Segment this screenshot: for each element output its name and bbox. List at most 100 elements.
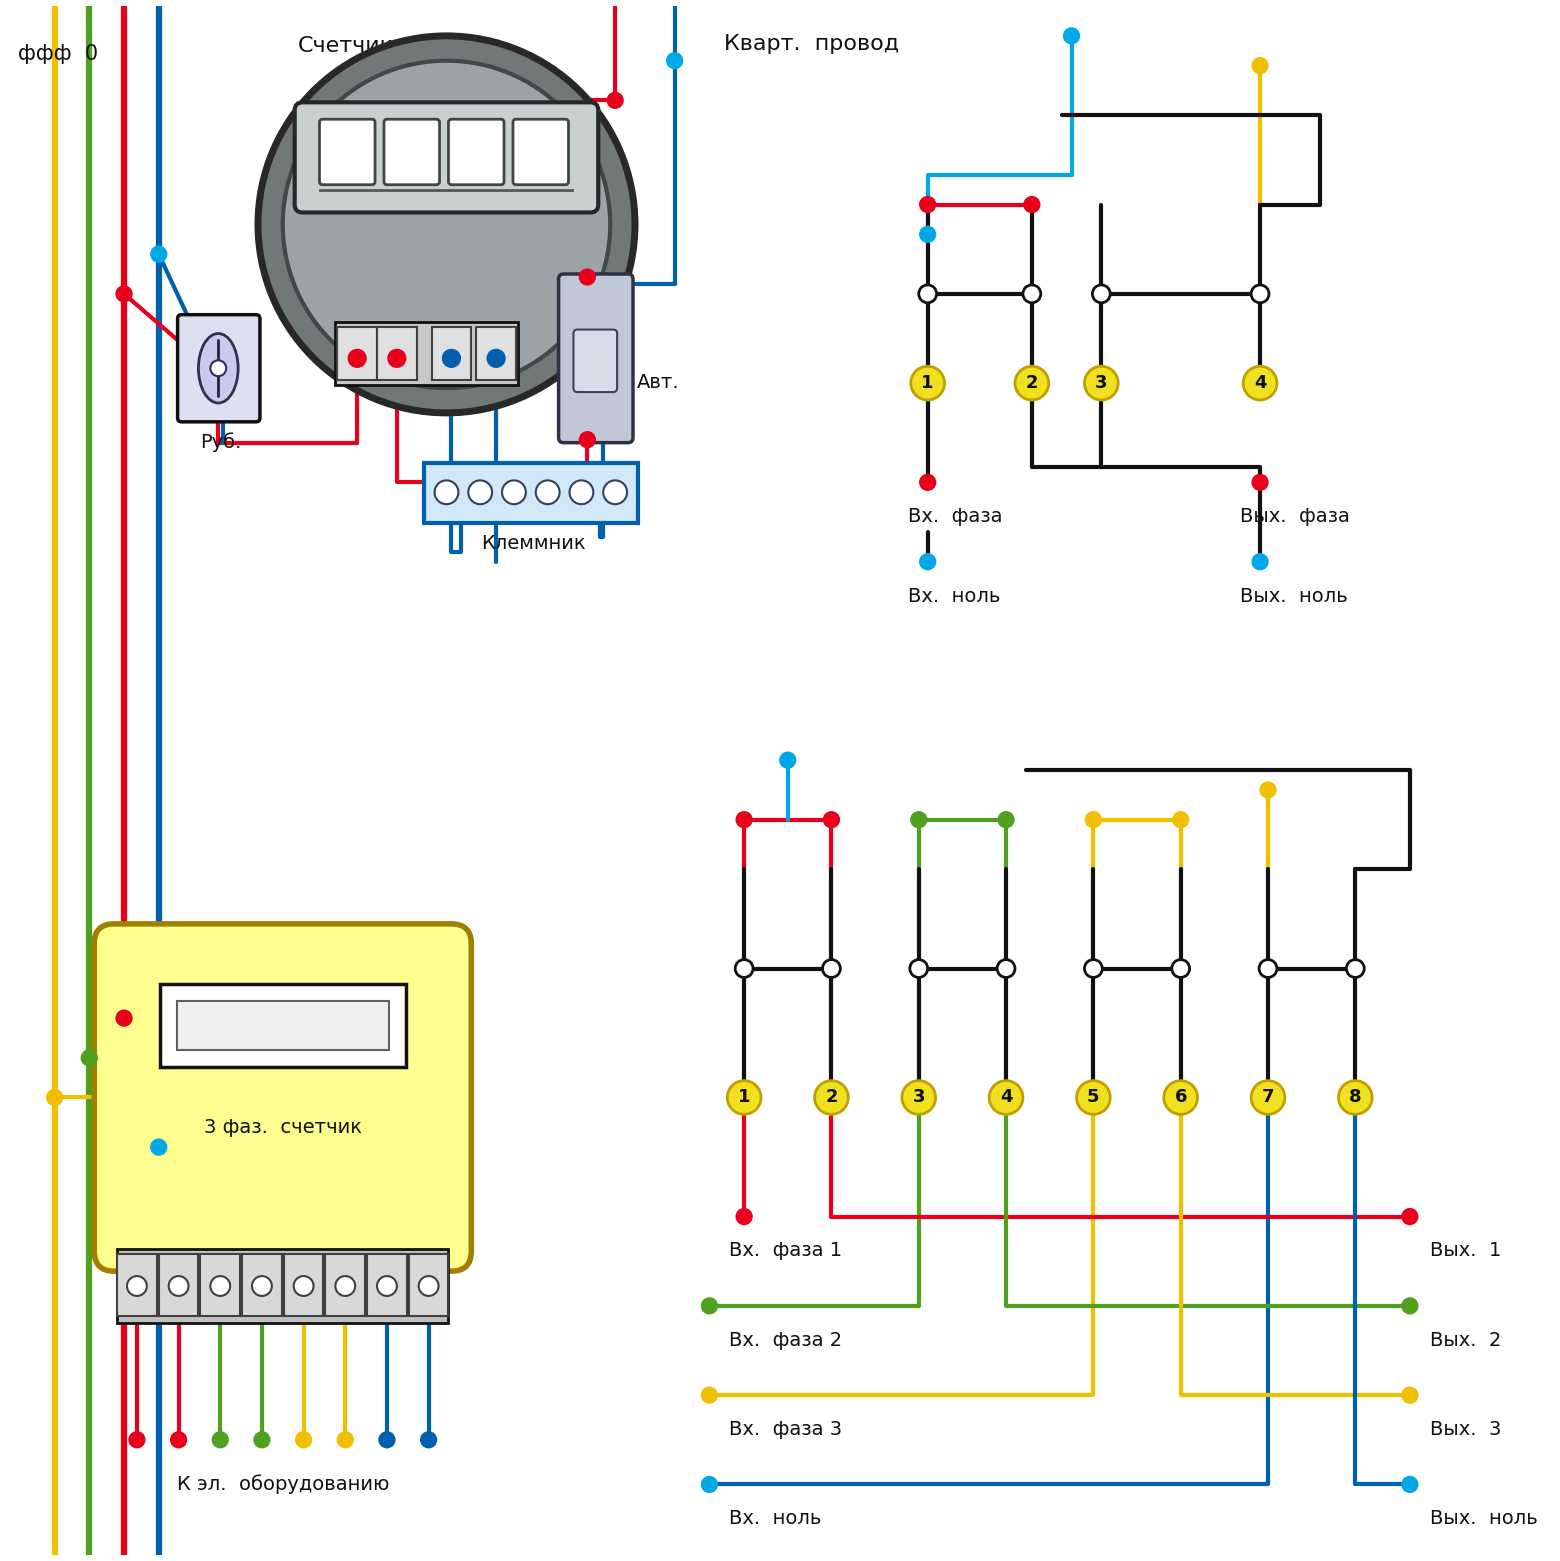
Circle shape [211,1275,231,1296]
Text: Вых.  3: Вых. 3 [1429,1421,1501,1439]
Circle shape [535,481,560,504]
Text: 1: 1 [738,1088,750,1107]
Circle shape [1092,286,1111,303]
Circle shape [212,1431,228,1447]
Circle shape [126,1275,147,1296]
Text: ффф  0: ффф 0 [17,44,98,64]
Circle shape [911,812,927,827]
Circle shape [736,1208,752,1224]
FancyBboxPatch shape [159,1253,198,1316]
Circle shape [282,61,610,389]
FancyBboxPatch shape [242,1253,282,1316]
FancyBboxPatch shape [326,1253,365,1316]
Text: 3 фаз.  счетчик: 3 фаз. счетчик [204,1118,362,1136]
Text: Авт.: Авт. [636,373,680,392]
Circle shape [911,367,944,400]
Circle shape [604,481,627,504]
Circle shape [348,350,367,367]
Circle shape [421,1431,437,1447]
Ellipse shape [198,334,239,403]
Circle shape [902,1080,936,1115]
Circle shape [920,554,936,570]
FancyBboxPatch shape [409,1253,448,1316]
FancyBboxPatch shape [513,119,568,184]
Circle shape [1173,812,1189,827]
Circle shape [824,812,839,827]
Text: 8: 8 [1349,1088,1362,1107]
Circle shape [378,1275,396,1296]
FancyBboxPatch shape [320,119,374,184]
Text: Вых.  ноль: Вых. ноль [1240,587,1348,606]
Circle shape [254,1431,270,1447]
Text: 4: 4 [1254,375,1267,392]
Text: Вх.  ноль: Вх. ноль [729,1509,822,1528]
Circle shape [989,1080,1023,1115]
Circle shape [727,1080,761,1115]
Circle shape [443,350,460,367]
Circle shape [909,960,928,977]
Circle shape [814,1080,849,1115]
Circle shape [1084,367,1119,400]
Circle shape [257,36,635,414]
Circle shape [702,1297,718,1314]
Circle shape [335,1275,356,1296]
FancyBboxPatch shape [335,322,518,386]
Circle shape [1402,1297,1418,1314]
Circle shape [780,752,796,768]
Circle shape [151,1140,167,1155]
Circle shape [666,53,683,69]
Circle shape [579,268,596,286]
Circle shape [920,197,936,212]
Circle shape [919,286,936,303]
FancyBboxPatch shape [284,1253,323,1316]
FancyBboxPatch shape [448,119,504,184]
Circle shape [337,1431,353,1447]
Circle shape [1076,1080,1111,1115]
Text: Вх.  фаза 2: Вх. фаза 2 [729,1330,842,1350]
Circle shape [253,1275,271,1296]
FancyBboxPatch shape [367,1253,407,1316]
Circle shape [129,1431,145,1447]
FancyBboxPatch shape [200,1253,240,1316]
Circle shape [1084,960,1103,977]
Circle shape [735,960,753,977]
Circle shape [47,1090,62,1105]
Circle shape [702,1388,718,1403]
Circle shape [170,1431,187,1447]
FancyBboxPatch shape [378,326,417,381]
Circle shape [1253,554,1268,570]
Circle shape [1251,286,1268,303]
Circle shape [81,1051,97,1066]
Text: 2: 2 [1025,375,1037,392]
Text: Вх.  фаза 3: Вх. фаза 3 [729,1421,842,1439]
Text: К эл.  оборудованию: К эл. оборудованию [176,1475,388,1494]
FancyBboxPatch shape [159,985,406,1066]
Circle shape [1243,367,1278,400]
FancyBboxPatch shape [424,462,638,523]
Text: Кварт.  провод: Кварт. провод [724,34,900,55]
Circle shape [1016,367,1048,400]
Circle shape [115,1010,133,1026]
Text: Клеммник: Клеммник [480,534,587,553]
Circle shape [115,286,133,301]
Text: 4: 4 [1000,1088,1012,1107]
Circle shape [468,481,491,504]
Circle shape [920,475,936,490]
Circle shape [1023,197,1041,212]
Circle shape [1164,1080,1198,1115]
Text: Вых.  2: Вых. 2 [1429,1330,1501,1350]
Circle shape [1023,286,1041,303]
Circle shape [1402,1477,1418,1492]
FancyBboxPatch shape [117,1249,448,1322]
Text: 7: 7 [1262,1088,1275,1107]
Circle shape [607,92,622,108]
Text: Руб.: Руб. [200,432,242,453]
Circle shape [1338,1080,1373,1115]
FancyBboxPatch shape [94,924,471,1271]
Text: Вых.  фаза: Вых. фаза [1240,507,1349,526]
Circle shape [1172,960,1190,977]
Circle shape [1260,782,1276,798]
Text: 3: 3 [1095,375,1108,392]
Text: 2: 2 [825,1088,838,1107]
Circle shape [1251,1080,1285,1115]
